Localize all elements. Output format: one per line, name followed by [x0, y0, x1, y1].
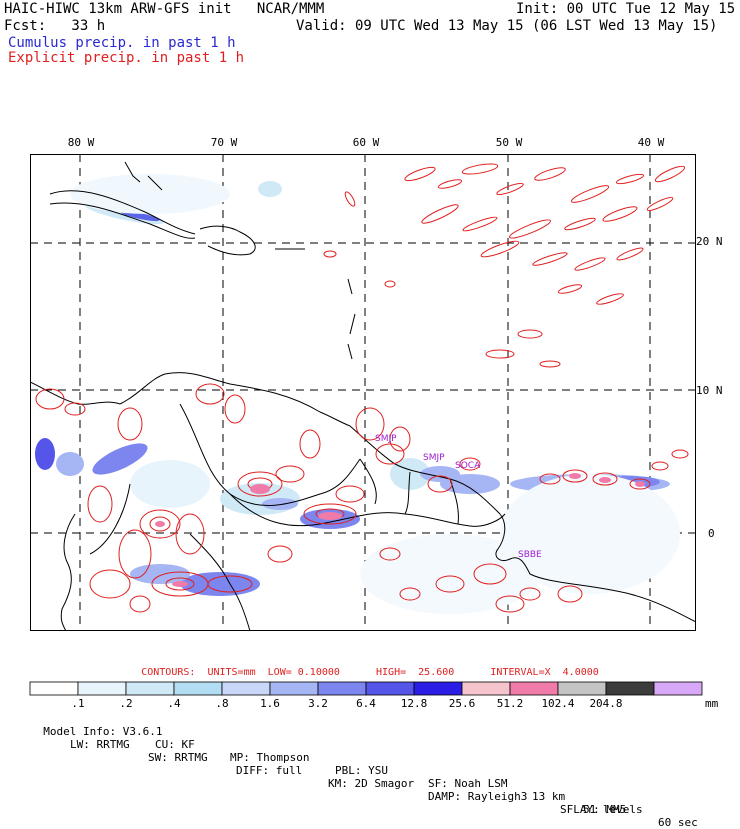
colorbar-tick-label: 12.8 [400, 697, 428, 710]
colorbar-cell [509, 681, 559, 696]
colorbar-cell [269, 681, 319, 696]
colorbar-tick-label: 25.6 [448, 697, 476, 710]
colorbar-cell [461, 681, 511, 696]
colorbar-cell [317, 681, 367, 696]
station-label: SOCA [455, 461, 481, 471]
colorbar-tick-label: 3.2 [308, 697, 328, 710]
colorbar-tick-label: .1 [71, 697, 85, 710]
lat-label-0: 0 [708, 527, 715, 540]
model-info-line2: LW: RRTMG SW: RRTMG DIFF: full KM: 2D Sm… [30, 725, 626, 816]
model-title: HAIC-HIWC 13km ARW-GFS init NCAR/MMM [4, 1, 325, 17]
init-time: Init: 00 UTC Tue 12 May 15 [516, 1, 736, 17]
model-info-sw: SW: RRTMG [148, 751, 208, 764]
model-info-sflay: SFLAY: MM5 [560, 803, 627, 816]
coastlines [30, 161, 696, 631]
lon-label-70w: 70 W [210, 136, 238, 149]
colorbar [29, 681, 703, 696]
model-info-km: KM: 2D Smagor [328, 777, 415, 790]
model-info-res: 13 km [532, 790, 566, 803]
colorbar-cell [77, 681, 127, 696]
colorbar-tick-label: 204.8 [589, 697, 623, 710]
colorbar-tick-label: .8 [215, 697, 229, 710]
legend-explicit: Explicit precip. in past 1 h [8, 50, 245, 66]
colorbar-cell [125, 681, 175, 696]
lon-label-60w: 60 W [352, 136, 380, 149]
colorbar-tick-label: .2 [119, 697, 133, 710]
colorbar-cell [605, 681, 655, 696]
lat-label-20n: 20 N [696, 235, 723, 248]
model-info-sf: SF: Noah LSM [428, 777, 508, 790]
contours-info: CONTOURS: UNITS=mm LOW= 0.10000 HIGH= 25… [141, 667, 599, 678]
station-label: SBBE [518, 550, 542, 560]
colorbar-tick-label: 102.4 [541, 697, 575, 710]
forecast-hour: Fcst: 33 h [4, 18, 106, 34]
colorbar-cell [365, 681, 415, 696]
colorbar-tick-label: 51.2 [496, 697, 524, 710]
model-info-diff: DIFF: full [236, 764, 303, 777]
colorbar-cell [653, 681, 703, 696]
explicit-precip-contours [35, 163, 689, 613]
precip-cores [155, 473, 645, 587]
colorbar-cell [173, 681, 223, 696]
precip-map: SMJP SMJP SOCA SBBE [30, 154, 696, 631]
lon-label-50w: 50 W [495, 136, 523, 149]
model-info-version: Model Info: V3.6.1 [43, 725, 163, 738]
colorbar-cell [557, 681, 607, 696]
cumulus-precip-field [35, 174, 680, 614]
colorbar-tick-label: 1.6 [260, 697, 280, 710]
model-info-line1: Model Info: V3.6.1 CU: KF MP: Thompson P… [30, 712, 698, 829]
colorbar-tick-label: .4 [167, 697, 181, 710]
model-info-damp: DAMP: Rayleigh3 [428, 790, 528, 803]
colorbar-tick-label: 6.4 [356, 697, 376, 710]
model-info-timestep: 60 sec [658, 816, 698, 829]
valid-time: Valid: 09 UTC Wed 13 May 15 (06 LST Wed … [296, 18, 718, 34]
lon-label-40w: 40 W [637, 136, 665, 149]
colorbar-cell [413, 681, 463, 696]
station-label: SMJP [423, 453, 445, 463]
lat-label-10n: 10 N [696, 384, 723, 397]
colorbar-cell [221, 681, 271, 696]
lon-label-80w: 80 W [67, 136, 95, 149]
model-info-pbl: PBL: YSU [335, 764, 388, 777]
colorbar-cell [29, 681, 79, 696]
station-label: SMJP [375, 434, 397, 444]
model-info-mp: MP: Thompson [230, 751, 310, 764]
legend-cumulus: Cumulus precip. in past 1 h [8, 35, 236, 51]
colorbar-unit: mm [705, 697, 719, 710]
